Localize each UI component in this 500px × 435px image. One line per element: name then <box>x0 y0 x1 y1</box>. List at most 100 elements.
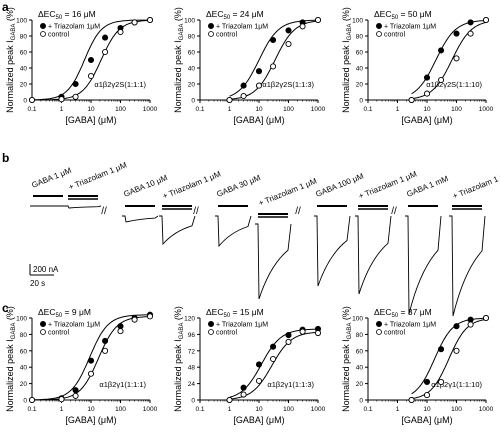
current-trace <box>65 205 102 209</box>
x-axis-label: [GABA] (μM) <box>65 115 116 125</box>
data-point-control <box>117 328 124 335</box>
y-tick-label: 0 <box>23 398 27 405</box>
data-point-triazolam <box>72 80 79 88</box>
data-point-control <box>28 96 36 104</box>
x-axis-label: [GABA] (μM) <box>65 415 116 425</box>
x-tick-label: 1000 <box>143 106 158 113</box>
trace-label: + Triazolam 1 μM <box>257 176 318 208</box>
x-tick-label: 100 <box>451 106 462 113</box>
x-tick-label: 10 <box>87 406 95 413</box>
delta-ec50-label: ΔEC50 = 37 μM <box>374 307 432 319</box>
data-point-control <box>28 396 36 404</box>
panel-label-a: a <box>2 0 9 14</box>
y-tick-label: 0 <box>23 98 27 105</box>
y-tick-label: 100 <box>352 18 363 25</box>
y-tick-label: 96 <box>188 332 196 339</box>
x-tick-label: 1 <box>60 106 64 113</box>
legend-marker-open <box>208 329 214 335</box>
data-point-triazolam <box>438 346 445 353</box>
data-point-control <box>102 347 109 354</box>
x-tick-label: 10 <box>87 106 95 113</box>
trace-label: GABA 30 μM <box>215 173 262 199</box>
y-tick-label: 120 <box>184 316 195 323</box>
legend-marker-filled <box>376 321 382 327</box>
x-tick-label: 0.1 <box>27 106 36 113</box>
y-tick-label: 100 <box>16 316 27 323</box>
data-point-control <box>423 90 431 97</box>
data-point-control <box>482 16 490 24</box>
current-trace <box>122 215 159 223</box>
data-point-triazolam <box>467 316 474 323</box>
data-point-triazolam <box>453 30 460 37</box>
scale-bar-time-label: 20 s <box>30 279 45 288</box>
y-tick-label: 80 <box>356 34 364 41</box>
data-point-triazolam <box>285 332 292 339</box>
x-tick-label: 100 <box>115 106 126 113</box>
legend-label-control: control <box>216 32 237 39</box>
delta-ec50-label: ΔEC50 = 50 μM <box>374 9 432 21</box>
legend-label-triazolam: + Triazolam 1μM <box>48 24 100 31</box>
data-point-control <box>285 40 292 48</box>
data-point-triazolam <box>453 323 460 330</box>
subunit-ratio-label: α1β2γ1(1:1:1) <box>99 380 146 389</box>
axis-break-mark: // <box>101 206 107 217</box>
y-tick-label: 100 <box>184 18 195 25</box>
y-tick-label: 0 <box>191 398 195 405</box>
y-tick-label: 80 <box>20 34 28 41</box>
fit-curve-triazolam <box>32 314 151 401</box>
x-tick-label: 10 <box>423 406 431 413</box>
subunit-ratio-label: α1β2γ1(1:1:10) <box>431 380 482 389</box>
trace-label: + Triazolam 1 μM <box>67 160 128 192</box>
data-point-control <box>438 76 445 84</box>
data-point-control <box>453 55 460 62</box>
x-tick-label: 1 <box>396 106 400 113</box>
x-tick-label: 10 <box>423 106 431 113</box>
data-point-control <box>87 72 95 80</box>
y-tick-label: 24 <box>188 381 196 388</box>
data-point-control <box>226 396 233 404</box>
data-point-control <box>438 378 445 386</box>
current-trace <box>255 223 292 300</box>
y-tick-label: 0 <box>359 98 363 105</box>
current-trace <box>405 215 442 315</box>
x-tick-label: 1 <box>228 106 232 113</box>
legend-marker-filled <box>208 321 214 327</box>
data-point-control <box>482 314 490 322</box>
fit-curve-triazolam <box>32 19 150 101</box>
subunit-ratio-label: α1β2γ2S(1:1:10) <box>426 80 482 89</box>
y-tick-label: 0 <box>359 398 363 405</box>
x-tick-label: 1 <box>60 406 64 413</box>
data-point-control <box>146 313 154 320</box>
legend-marker-filled <box>40 321 46 327</box>
scale-bar-current-label: 200 nA <box>33 265 59 274</box>
y-tick-label: 40 <box>20 365 28 372</box>
fit-curve-control <box>411 21 487 100</box>
legend-label-control: control <box>48 32 69 39</box>
data-point-control <box>453 347 460 354</box>
data-point-control <box>255 377 263 384</box>
data-point-control <box>270 63 277 70</box>
delta-ec50-label: ΔEC50 = 9 μM <box>38 307 91 319</box>
x-axis-label: [GABA] (μM) <box>233 415 284 425</box>
y-tick-label: 60 <box>188 50 196 57</box>
legend-marker-open <box>208 31 214 37</box>
y-tick-label: 60 <box>356 50 364 57</box>
data-point-triazolam <box>270 36 277 44</box>
legend-label-triazolam: + Triazolam 1μM <box>216 24 268 31</box>
y-tick-label: 60 <box>20 348 28 355</box>
legend-marker-open <box>376 329 382 335</box>
legend-label-triazolam: + Triazolam 1μM <box>48 322 100 329</box>
data-point-control <box>58 396 65 403</box>
trace-label: + Triazolam 1 μM <box>161 169 222 201</box>
data-point-control <box>72 93 79 100</box>
y-tick-label: 80 <box>188 34 196 41</box>
x-tick-label: 0.1 <box>27 406 36 413</box>
data-point-triazolam <box>102 34 109 41</box>
x-tick-label: 10 <box>255 106 263 113</box>
